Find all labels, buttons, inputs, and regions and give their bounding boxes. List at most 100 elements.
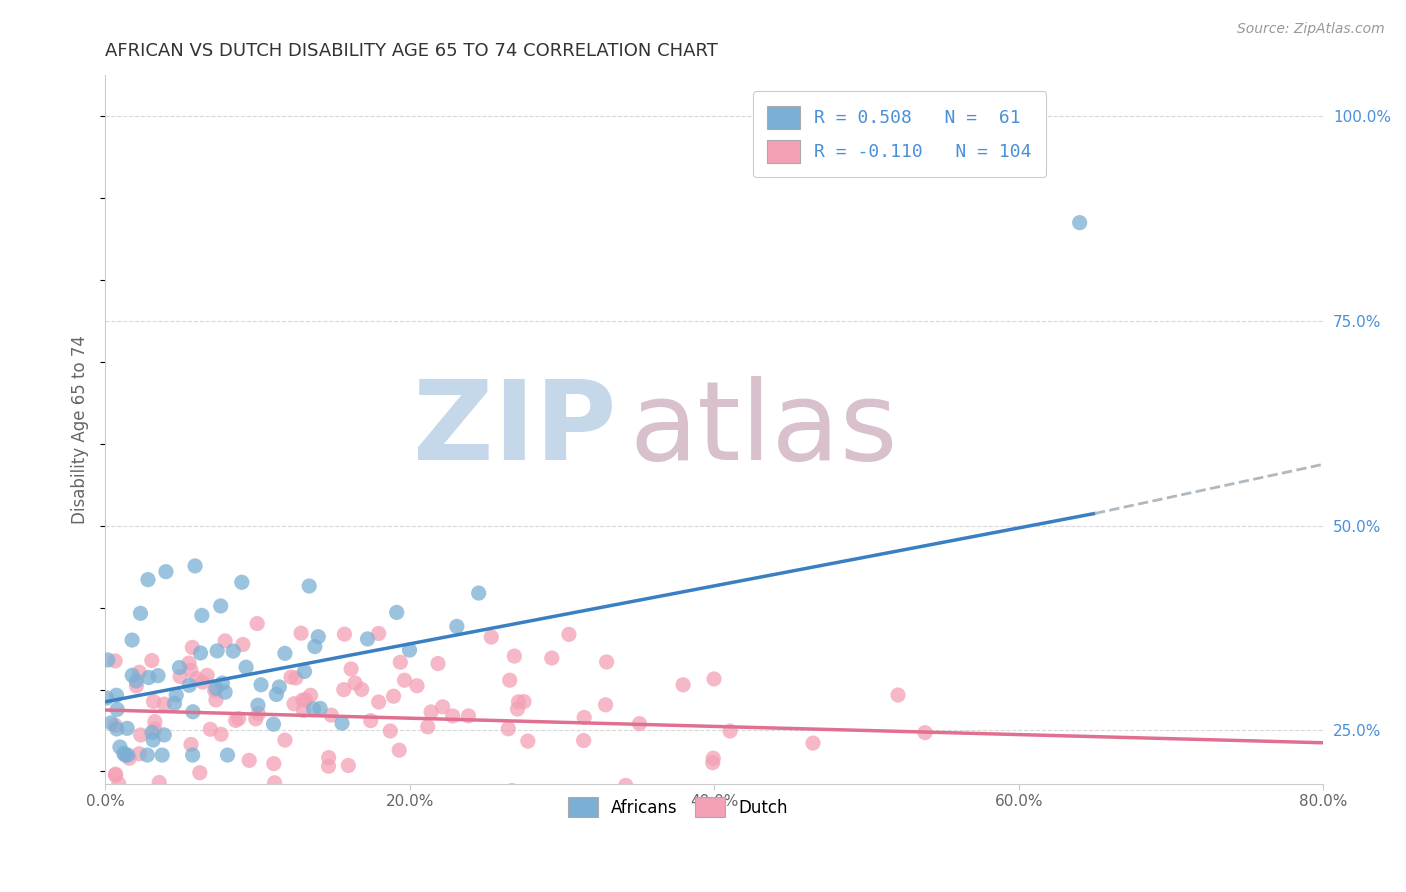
Point bbox=[205, 693, 228, 707]
Point bbox=[217, 747, 239, 762]
Point bbox=[180, 663, 202, 677]
Point bbox=[360, 714, 382, 728]
Point bbox=[142, 733, 165, 747]
Point bbox=[266, 688, 288, 702]
Point bbox=[205, 681, 228, 696]
Point bbox=[367, 695, 389, 709]
Point bbox=[380, 723, 402, 738]
Point bbox=[129, 607, 152, 621]
Point bbox=[100, 715, 122, 730]
Point bbox=[169, 660, 191, 674]
Point bbox=[290, 626, 312, 640]
Point bbox=[136, 747, 159, 762]
Legend: Africans, Dutch: Africans, Dutch bbox=[560, 789, 796, 825]
Point bbox=[200, 723, 222, 737]
Point bbox=[107, 777, 129, 791]
Point bbox=[225, 714, 247, 728]
Point bbox=[105, 722, 128, 736]
Point bbox=[367, 626, 389, 640]
Point bbox=[141, 725, 163, 739]
Point bbox=[153, 697, 176, 711]
Point bbox=[228, 712, 250, 726]
Point bbox=[499, 673, 522, 688]
Point bbox=[416, 720, 439, 734]
Point bbox=[304, 640, 326, 654]
Point bbox=[177, 656, 200, 670]
Point bbox=[141, 654, 163, 668]
Point bbox=[558, 627, 581, 641]
Point bbox=[340, 662, 363, 676]
Point bbox=[364, 797, 387, 812]
Point bbox=[284, 671, 307, 685]
Point bbox=[333, 627, 356, 641]
Point bbox=[246, 616, 269, 631]
Point bbox=[118, 751, 141, 765]
Text: ZIP: ZIP bbox=[413, 376, 617, 483]
Point bbox=[914, 725, 936, 739]
Point bbox=[702, 751, 724, 765]
Point bbox=[506, 702, 529, 716]
Point bbox=[337, 758, 360, 772]
Point bbox=[385, 606, 408, 620]
Point bbox=[246, 698, 269, 713]
Point bbox=[330, 716, 353, 731]
Point bbox=[209, 599, 232, 613]
Point bbox=[318, 759, 340, 773]
Point bbox=[446, 619, 468, 633]
Point bbox=[186, 672, 208, 686]
Point bbox=[179, 678, 201, 692]
Point bbox=[165, 688, 187, 702]
Point bbox=[169, 669, 191, 683]
Point bbox=[143, 714, 166, 729]
Point bbox=[263, 776, 285, 790]
Point bbox=[190, 646, 212, 660]
Point bbox=[299, 688, 322, 702]
Point bbox=[225, 787, 247, 801]
Point bbox=[222, 644, 245, 658]
Point bbox=[801, 736, 824, 750]
Point bbox=[125, 673, 148, 688]
Point bbox=[294, 692, 316, 706]
Point bbox=[163, 697, 186, 711]
Point bbox=[595, 655, 617, 669]
Point bbox=[614, 779, 637, 793]
Point bbox=[214, 633, 236, 648]
Point bbox=[204, 683, 226, 698]
Point bbox=[117, 747, 139, 762]
Point bbox=[136, 573, 159, 587]
Point bbox=[174, 793, 197, 807]
Point bbox=[129, 728, 152, 742]
Point bbox=[516, 734, 538, 748]
Point bbox=[595, 698, 617, 712]
Point bbox=[398, 643, 420, 657]
Point bbox=[181, 640, 204, 655]
Point bbox=[628, 716, 651, 731]
Point bbox=[238, 753, 260, 767]
Point bbox=[498, 722, 520, 736]
Text: AFRICAN VS DUTCH DISABILITY AGE 65 TO 74 CORRELATION CHART: AFRICAN VS DUTCH DISABILITY AGE 65 TO 74… bbox=[105, 42, 718, 60]
Point bbox=[235, 660, 257, 674]
Point bbox=[350, 682, 373, 697]
Point bbox=[513, 695, 536, 709]
Point bbox=[138, 671, 160, 685]
Point bbox=[181, 705, 204, 719]
Point bbox=[184, 558, 207, 573]
Point bbox=[291, 693, 314, 707]
Point bbox=[388, 743, 411, 757]
Point bbox=[105, 688, 128, 702]
Point bbox=[105, 702, 128, 716]
Point bbox=[703, 672, 725, 686]
Point bbox=[104, 718, 127, 732]
Point bbox=[176, 789, 198, 803]
Point bbox=[540, 651, 562, 665]
Point bbox=[125, 679, 148, 693]
Point bbox=[333, 682, 356, 697]
Point bbox=[263, 717, 285, 731]
Point bbox=[155, 565, 177, 579]
Point bbox=[298, 579, 321, 593]
Point bbox=[195, 668, 218, 682]
Point bbox=[263, 756, 285, 771]
Point bbox=[153, 728, 176, 742]
Point bbox=[389, 655, 412, 669]
Point bbox=[121, 668, 143, 682]
